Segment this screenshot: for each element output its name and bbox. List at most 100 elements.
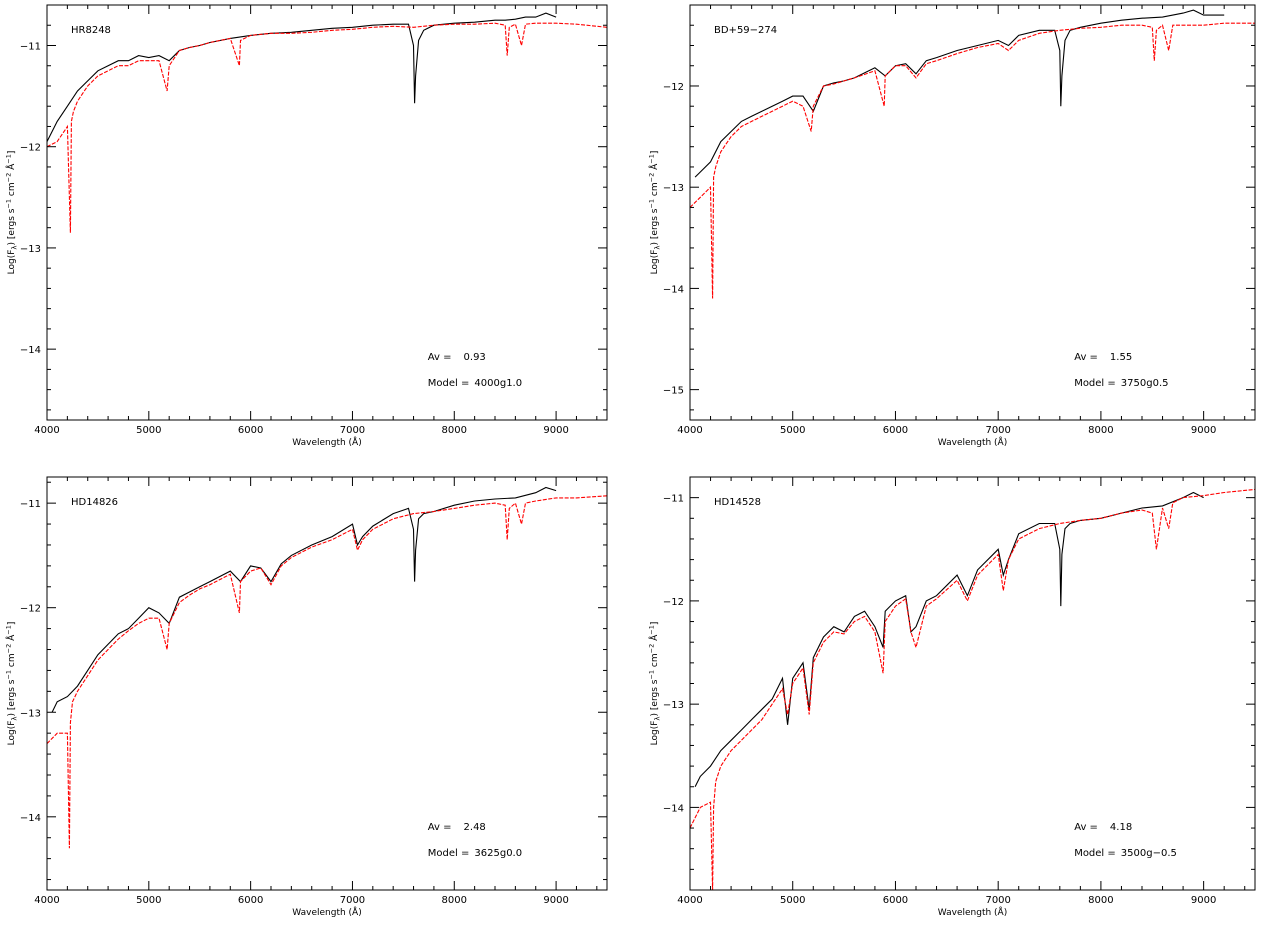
x-tick-label: 8000 bbox=[442, 895, 467, 906]
y-tick-label: −13 bbox=[20, 244, 41, 255]
y-axis-title-part: Å bbox=[5, 634, 17, 644]
av-label: Av = bbox=[1074, 352, 1098, 363]
model-annotation: Model = 3750g0.5 bbox=[1074, 378, 1168, 389]
x-axis-title: Wavelength (Å) bbox=[938, 906, 1007, 918]
y-axis-title-part: ) [ergs s bbox=[650, 679, 660, 716]
x-tick-label: 8000 bbox=[1088, 425, 1113, 436]
x-tick-label: 6000 bbox=[883, 425, 908, 436]
y-axis-title-part: cm bbox=[7, 182, 17, 199]
x-tick-label: 6000 bbox=[238, 425, 263, 436]
x-tick-label: 5000 bbox=[136, 425, 161, 436]
y-tick-label: −14 bbox=[663, 803, 684, 814]
x-tick-label: 4000 bbox=[677, 425, 702, 436]
av-value: 0.93 bbox=[464, 352, 486, 363]
y-axis-title-part: −1 bbox=[5, 199, 13, 209]
y-axis-title-part: λ bbox=[654, 245, 662, 249]
y-axis-title-part: λ bbox=[11, 245, 19, 249]
y-axis-title-part: ] bbox=[7, 151, 17, 155]
x-tick-label: 7000 bbox=[340, 895, 365, 906]
y-axis-title-part: −1 bbox=[648, 625, 656, 635]
y-axis-title-part: −1 bbox=[5, 154, 13, 164]
y-axis-title-part: ) [ergs s bbox=[7, 679, 17, 716]
x-tick-label: 4000 bbox=[677, 895, 702, 906]
panel-2: 4000 5000 6000 7000 8000 9000 −15 −14 −13 −12 Wave… bbox=[648, 4, 1256, 448]
model-value: 4000g1.0 bbox=[474, 378, 522, 389]
model-value: 3750g0.5 bbox=[1121, 378, 1169, 389]
y-axis-title-part: cm bbox=[650, 182, 660, 199]
y-axis-title-part: Log(F bbox=[650, 250, 660, 275]
x-tick-label: 5000 bbox=[780, 425, 805, 436]
y-tick-label: −15 bbox=[663, 386, 684, 397]
y-tick-label: −11 bbox=[20, 499, 41, 510]
y-tick-label: −12 bbox=[663, 82, 684, 93]
y-axis-title: Log(Fλ) [ergs s−1 cm−2 Å−1] bbox=[648, 622, 662, 746]
x-tick-label: 7000 bbox=[340, 425, 365, 436]
x-tick-label: 7000 bbox=[985, 895, 1010, 906]
y-axis-title-part: ] bbox=[650, 622, 660, 626]
av-annotation: Av = 1.55 bbox=[1074, 352, 1132, 363]
av-value: 1.55 bbox=[1110, 352, 1132, 363]
model-spectrum-line bbox=[690, 22, 1255, 299]
y-axis-title-part: λ bbox=[11, 716, 19, 720]
model-label: Model = bbox=[428, 378, 470, 389]
panel-3: 4000 5000 6000 7000 8000 9000 −14 −13 −12 −11 Wave… bbox=[5, 476, 608, 918]
y-tick-label: −14 bbox=[20, 813, 41, 824]
x-tick-label: 6000 bbox=[883, 895, 908, 906]
y-tick-label: −13 bbox=[20, 708, 41, 719]
y-axis-title-part: −2 bbox=[648, 173, 656, 183]
model-spectrum-line bbox=[47, 22, 607, 233]
observed-spectrum-line bbox=[694, 491, 1204, 788]
y-axis-title-part: −2 bbox=[648, 644, 656, 654]
y-axis-title-part: ) [ergs s bbox=[650, 208, 660, 245]
y-axis-title-part: cm bbox=[650, 653, 660, 670]
x-tick-label: 8000 bbox=[1088, 895, 1113, 906]
y-axis-title-part: −1 bbox=[648, 154, 656, 164]
model-annotation: Model = 3500g−0.5 bbox=[1074, 848, 1177, 859]
panel-4: 4000 5000 6000 7000 8000 9000 −14 −13 −12 −11 Wave… bbox=[648, 476, 1256, 918]
y-tick-label: −14 bbox=[20, 345, 41, 356]
observed-spectrum-line bbox=[51, 486, 557, 713]
y-axis-title-part: Log(F bbox=[7, 250, 17, 275]
star-name-label: HD14826 bbox=[71, 497, 118, 508]
x-tick-label: 9000 bbox=[543, 895, 568, 906]
y-axis-title-part: Log(F bbox=[650, 721, 660, 746]
x-tick-label: 4000 bbox=[34, 895, 59, 906]
x-axis-title: Wavelength (Å) bbox=[938, 436, 1007, 448]
y-axis-title-part: Log(F bbox=[7, 721, 17, 746]
plot-frame bbox=[689, 476, 1256, 891]
plot-frame bbox=[46, 4, 608, 421]
model-label: Model = bbox=[1074, 848, 1116, 859]
x-tick-label: 5000 bbox=[136, 895, 161, 906]
av-annotation: Av = 0.93 bbox=[428, 352, 486, 363]
star-name-label: HD14528 bbox=[714, 497, 761, 508]
av-label: Av = bbox=[428, 352, 452, 363]
av-annotation: Av = 2.48 bbox=[428, 822, 486, 833]
model-annotation: Model = 3625g0.0 bbox=[428, 848, 522, 859]
x-axis-title: Wavelength (Å) bbox=[292, 436, 361, 448]
av-label: Av = bbox=[1074, 822, 1098, 833]
av-label: Av = bbox=[428, 822, 452, 833]
y-axis-title: Log(Fλ) [ergs s−1 cm−2 Å−1] bbox=[5, 622, 19, 746]
y-tick-label: −11 bbox=[20, 41, 41, 52]
star-name-label: BD+59−274 bbox=[714, 25, 777, 36]
y-tick-label: −13 bbox=[663, 183, 684, 194]
model-annotation: Model = 4000g1.0 bbox=[428, 378, 522, 389]
y-tick-label: −12 bbox=[20, 143, 41, 154]
y-axis-title-part: λ bbox=[654, 716, 662, 720]
x-tick-label: 7000 bbox=[985, 425, 1010, 436]
av-value: 2.48 bbox=[464, 822, 486, 833]
y-tick-label: −13 bbox=[663, 700, 684, 711]
plot-frame bbox=[689, 4, 1256, 421]
y-axis-title: Log(Fλ) [ergs s−1 cm−2 Å−1] bbox=[648, 151, 662, 275]
y-axis-title-part: −1 bbox=[5, 625, 13, 635]
x-tick-label: 6000 bbox=[238, 895, 263, 906]
av-annotation: Av = 4.18 bbox=[1074, 822, 1132, 833]
y-axis-title: Log(Fλ) [ergs s−1 cm−2 Å−1] bbox=[5, 151, 19, 275]
model-spectrum-line bbox=[47, 495, 607, 849]
panel-1: 4000 5000 6000 7000 8000 9000 −14 −13 −12 −11 Wave… bbox=[5, 4, 608, 448]
y-axis-title-part: −1 bbox=[648, 670, 656, 680]
x-axis-title: Wavelength (Å) bbox=[292, 906, 361, 918]
x-tick-label: 9000 bbox=[1191, 425, 1216, 436]
model-value: 3625g0.0 bbox=[474, 848, 522, 859]
